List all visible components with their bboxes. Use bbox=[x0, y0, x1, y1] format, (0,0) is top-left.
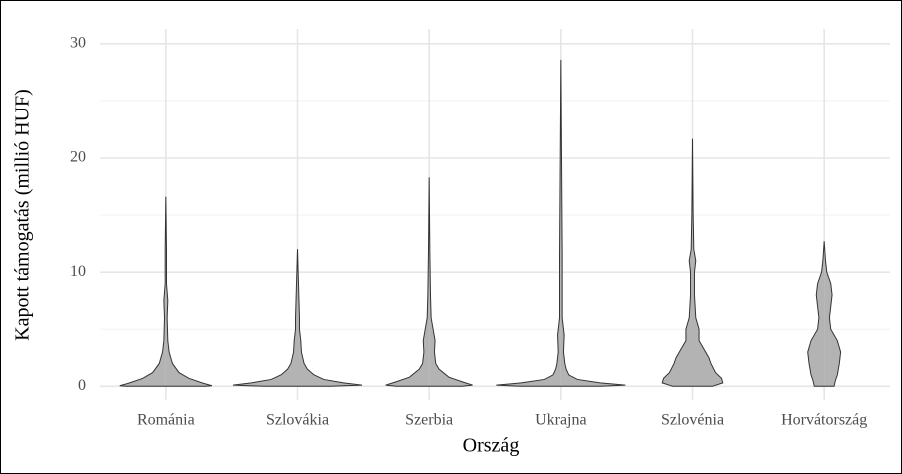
y-tick-label: 30 bbox=[70, 35, 86, 52]
violin-half bbox=[429, 177, 473, 387]
x-tick-label: Szlovákia bbox=[266, 412, 329, 429]
violin-outline bbox=[661, 138, 724, 387]
x-tick-label: Szerbia bbox=[405, 412, 453, 429]
violin-half bbox=[692, 138, 723, 387]
x-tick-label: Szlovénia bbox=[661, 412, 724, 429]
violin-outline bbox=[807, 241, 842, 387]
violin-outline bbox=[232, 249, 363, 387]
violin-half bbox=[662, 138, 693, 387]
x-axis-title: Ország bbox=[463, 435, 520, 457]
violins bbox=[119, 59, 842, 387]
violin-half bbox=[385, 177, 430, 387]
violin-half bbox=[297, 249, 363, 387]
y-tick-label: 10 bbox=[70, 263, 86, 280]
x-tick-label: Horvátország bbox=[781, 412, 867, 429]
violin-half bbox=[165, 196, 212, 387]
violin-half bbox=[119, 196, 166, 387]
y-tick-label: 20 bbox=[70, 149, 86, 166]
x-tick-label: Románia bbox=[137, 412, 195, 429]
y-tick-label: 0 bbox=[78, 377, 86, 394]
violin-outline bbox=[496, 59, 626, 387]
violin-half bbox=[232, 249, 298, 387]
y-axis-title: Kapott támogatás (millió HUF) bbox=[12, 89, 34, 341]
violin-outline bbox=[385, 177, 473, 387]
violin-outline bbox=[119, 196, 213, 387]
x-tick-label: Ukrajna bbox=[535, 412, 587, 429]
